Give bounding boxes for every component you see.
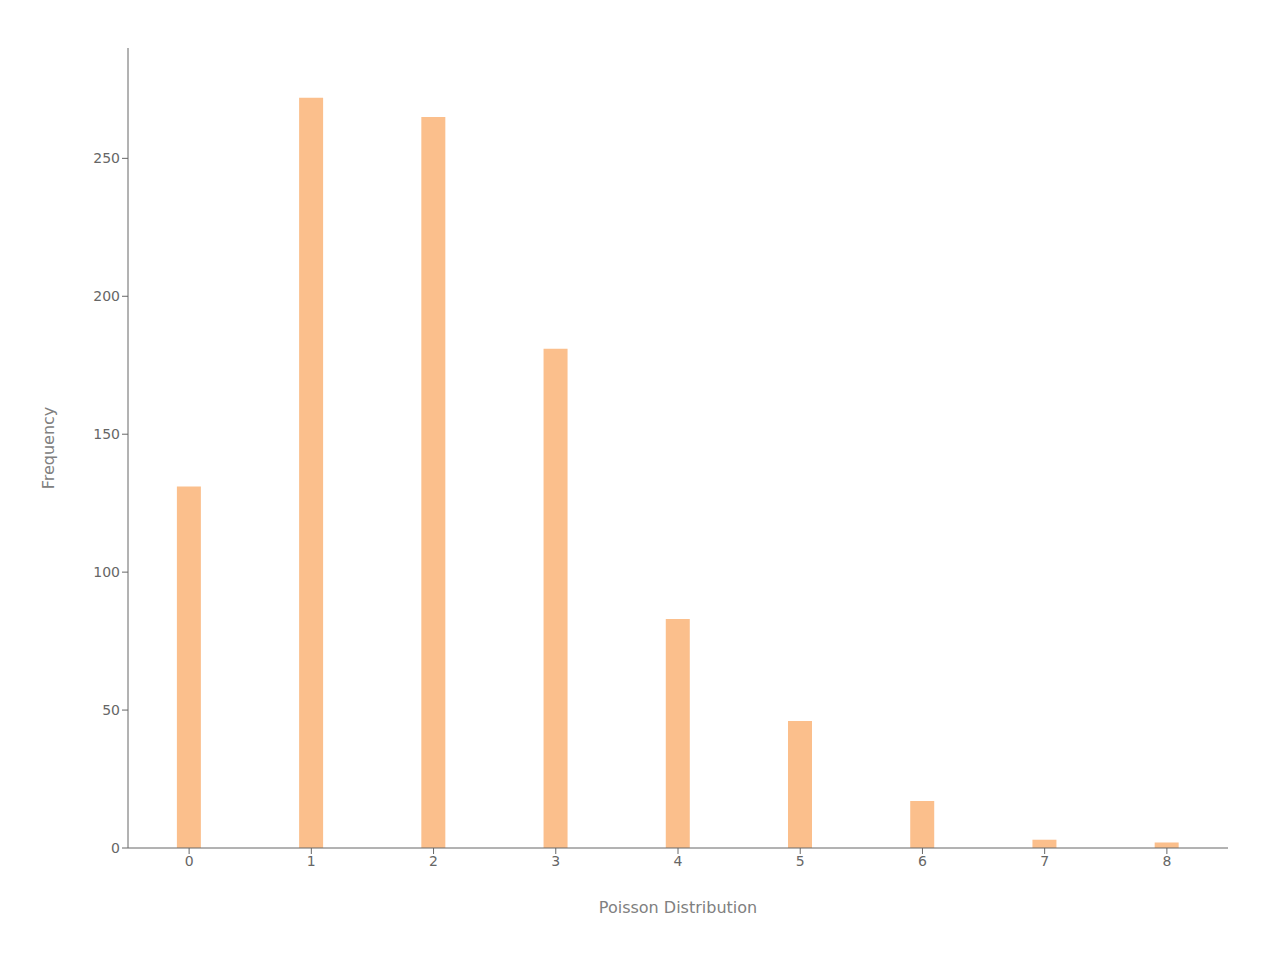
svg-text:Frequency: Frequency xyxy=(39,407,58,490)
svg-text:2: 2 xyxy=(429,853,438,869)
svg-text:4: 4 xyxy=(674,853,683,869)
svg-text:8: 8 xyxy=(1162,853,1171,869)
svg-text:6: 6 xyxy=(918,853,927,869)
svg-text:50: 50 xyxy=(102,702,120,718)
svg-text:7: 7 xyxy=(1040,853,1049,869)
svg-text:200: 200 xyxy=(93,288,120,304)
svg-text:1: 1 xyxy=(307,853,316,869)
svg-text:3: 3 xyxy=(551,853,560,869)
svg-text:250: 250 xyxy=(93,150,120,166)
svg-text:0: 0 xyxy=(185,853,194,869)
svg-text:Poisson Distribution: Poisson Distribution xyxy=(599,898,757,917)
svg-text:100: 100 xyxy=(93,564,120,580)
svg-text:5: 5 xyxy=(796,853,805,869)
svg-text:0: 0 xyxy=(111,840,120,856)
svg-text:150: 150 xyxy=(93,426,120,442)
